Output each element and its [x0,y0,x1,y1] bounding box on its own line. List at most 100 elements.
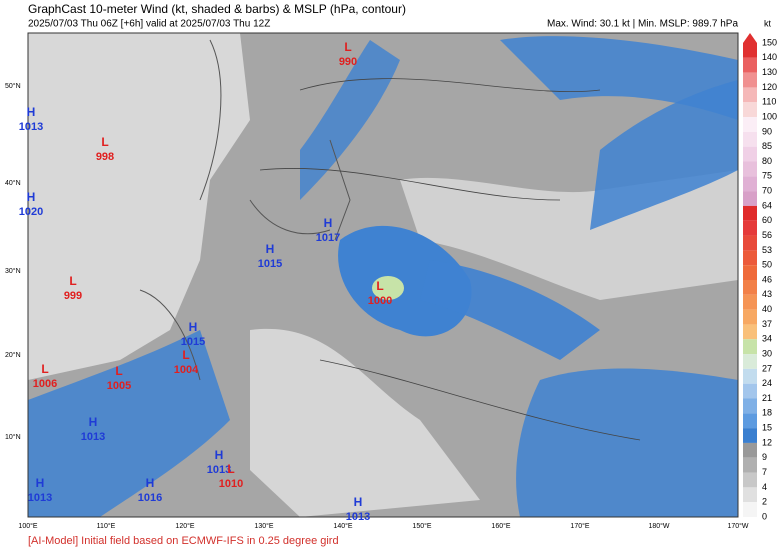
center-kind: H [324,216,333,230]
colorbar-swatch [743,383,757,399]
center-pressure: 1020 [19,206,43,218]
colorbar-swatch [743,502,757,517]
colorbar-label: 120 [762,82,777,92]
center-kind: L [101,135,108,149]
lat-label: 30°N [5,267,21,275]
colorbar-swatch [743,442,757,458]
colorbar-unit: kt [764,18,772,28]
colorbar-label: 110 [762,97,776,107]
colorbar-label: 70 [762,186,772,196]
colorbar-swatch [743,265,757,280]
colorbar-swatch [743,220,757,236]
colorbar-label: 37 [762,319,772,329]
colorbar-label: 46 [762,274,772,284]
center-kind: H [146,476,155,490]
colorbar-swatch [743,146,757,162]
colorbar-swatch [743,205,757,221]
colorbar-swatch [743,354,757,369]
center-kind: H [354,495,363,509]
center-kind: L [182,348,189,362]
colorbar-swatch [743,235,757,251]
colorbar-swatch [743,294,757,310]
center-pressure: 1013 [28,492,52,504]
center-kind: L [69,274,76,288]
colorbar-label: 21 [762,393,772,403]
lon-label: 170°E [570,522,589,530]
lon-label: 130°E [254,522,273,530]
center-pressure: 1013 [346,511,370,523]
colorbar-label: 80 [762,156,772,166]
center-pressure: 1010 [219,478,243,490]
colorbar-swatch [743,309,757,325]
footer-note: [AI-Model] Initial field based on ECMWF-… [28,535,339,547]
colorbar-label: 100 [762,111,777,121]
center-kind: H [215,448,224,462]
center-pressure: 1013 [81,431,105,443]
colorbar-swatch [743,102,757,118]
colorbar-label: 30 [762,348,772,358]
center-pressure: 990 [339,56,357,68]
colorbar-swatch [743,87,757,103]
colorbar-swatch [743,43,757,58]
center-kind: L [344,40,351,54]
colorbar-label: 75 [762,171,772,181]
center-pressure: 1015 [181,336,205,348]
center-kind: L [227,462,234,476]
lon-label: 100°E [18,522,37,530]
center-pressure: 1013 [207,464,231,476]
center-pressure: 1005 [107,380,131,392]
center-pressure: 1015 [258,258,282,270]
center-kind: L [41,362,48,376]
center-kind: H [89,415,98,429]
colorbar-label: 40 [762,304,772,314]
lat-label: 20°N [5,351,21,359]
center-pressure: 1013 [19,121,43,133]
colorbar-label: 9 [762,452,767,462]
colorbar-swatch [743,413,757,429]
center-kind: H [27,105,36,119]
subtitle: 2025/07/03 Thu 06Z [+6h] valid at 2025/0… [28,19,270,30]
colorbar-label: 27 [762,363,772,373]
lon-label: 150°E [412,522,431,530]
colorbar-swatch [743,472,757,488]
colorbar-swatch [743,398,757,414]
colorbar-label: 7 [762,467,767,477]
colorbar-swatch [743,250,757,266]
colorbar-label: 90 [762,126,772,136]
colorbar-swatch [743,324,757,340]
colorbar-label: 64 [762,200,772,210]
center-kind: H [36,476,45,490]
lat-label: 50°N [5,82,21,90]
colorbar-label: 130 [762,67,777,77]
colorbar-label: 24 [762,378,772,388]
colorbar-label: 15 [762,423,772,433]
colorbar-swatch [743,487,757,503]
lon-label: 160°E [491,522,510,530]
center-pressure: 1000 [368,295,392,307]
colorbar-swatch [743,117,757,132]
center-pressure: 1004 [174,364,199,376]
colorbar-label: 150 [762,37,777,47]
colorbar-swatch [743,72,757,88]
colorbar-label: 2 [762,497,767,507]
colorbar-label: 4 [762,482,767,492]
title: GraphCast 10-meter Wind (kt, shaded & ba… [28,2,406,16]
colorbar-swatch [743,131,757,147]
center-pressure: 998 [96,151,114,163]
center-pressure: 1017 [316,232,340,244]
colorbar-swatch [743,280,757,295]
map-background [27,32,739,518]
colorbar-swatch [743,368,757,384]
center-pressure: 999 [64,290,82,302]
lat-label: 40°N [5,179,21,187]
colorbar-label: 50 [762,260,772,270]
colorbar-swatch [743,191,757,206]
lon-label: 120°E [175,522,194,530]
colorbar-label: 53 [762,245,772,255]
colorbar-label: 12 [762,437,772,447]
center-kind: H [189,320,198,334]
colorbar-swatch [743,457,757,473]
colorbar-label: 85 [762,141,772,151]
colorbar-swatch [743,339,757,355]
lon-label: 140°E [333,522,352,530]
